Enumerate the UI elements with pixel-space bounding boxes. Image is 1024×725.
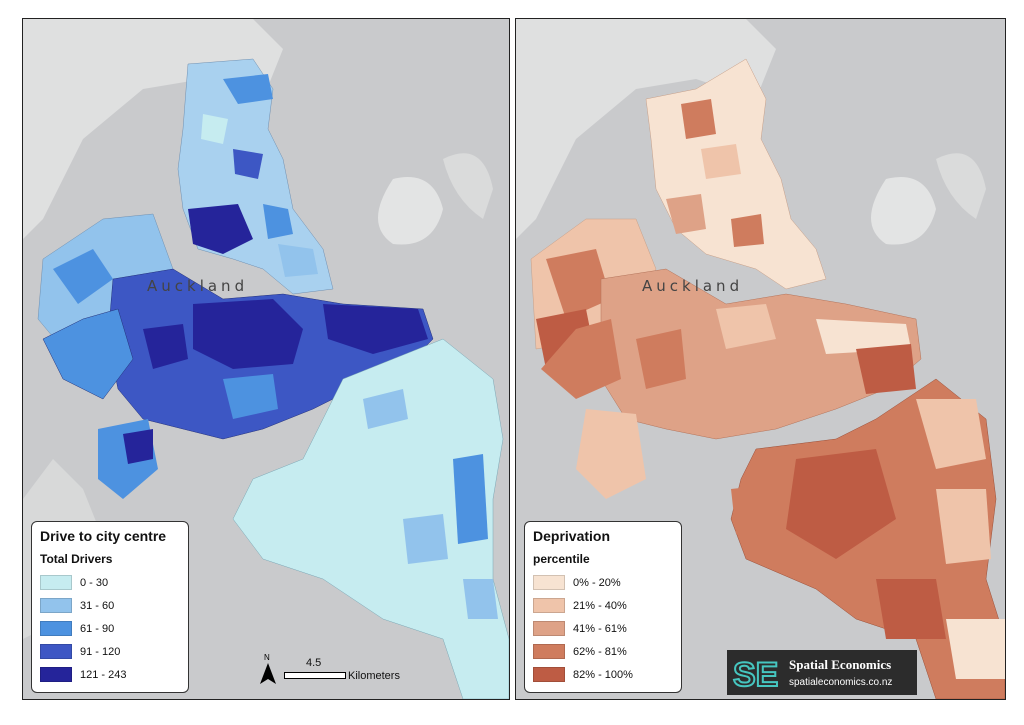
scale-bar: N 4.5 Kilometers	[258, 651, 408, 691]
legend-title: Deprivation	[533, 528, 611, 544]
legend: Deprivation percentile 0% - 20% 21% - 40…	[524, 521, 682, 693]
logo-name: Spatial Economics	[789, 657, 892, 672]
legend-swatch	[533, 575, 565, 590]
city-label: Auckland	[147, 277, 249, 295]
legend-label: 0 - 30	[80, 576, 109, 589]
legend-item: 61 - 90	[40, 617, 180, 640]
legend-item: 0% - 20%	[533, 571, 673, 594]
city-label: Auckland	[642, 277, 744, 295]
legend-item: 91 - 120	[40, 640, 180, 663]
right-map-panel: Auckland Deprivation percentile 0% - 20%…	[515, 18, 1006, 700]
legend-swatch	[40, 598, 72, 613]
legend-swatch	[533, 621, 565, 636]
legend-label: 0% - 20%	[573, 576, 621, 589]
legend-label: 21% - 40%	[573, 599, 627, 612]
legend-title: Drive to city centre	[40, 528, 167, 544]
spatial-economics-logo: SE Spatial Economics spatialeconomics.co…	[727, 650, 917, 695]
legend-label: 41% - 61%	[573, 622, 627, 635]
legend-swatch	[533, 667, 565, 682]
scale-value: 4.5	[306, 657, 322, 669]
legend-label: 82% - 100%	[573, 668, 633, 681]
legend-item: 0 - 30	[40, 571, 180, 594]
left-map-panel: Auckland Drive to city centre Total Driv…	[22, 18, 510, 700]
svg-text:SE: SE	[733, 656, 778, 693]
legend-swatch	[533, 644, 565, 659]
legend-item: 21% - 40%	[533, 594, 673, 617]
legend-subtitle: percentile	[533, 552, 590, 566]
legend-label: 121 - 243	[80, 668, 127, 681]
legend-item: 41% - 61%	[533, 617, 673, 640]
legend-label: 61 - 90	[80, 622, 115, 635]
scale-bar-graphic	[284, 672, 346, 679]
svg-text:N: N	[264, 653, 270, 662]
legend: Drive to city centre Total Drivers 0 - 3…	[31, 521, 189, 693]
logo-url: spatialeconomics.co.nz	[789, 677, 893, 688]
legend-swatch	[40, 667, 72, 682]
legend-item: 31 - 60	[40, 594, 180, 617]
legend-label: 31 - 60	[80, 599, 115, 612]
legend-label: 62% - 81%	[573, 645, 627, 658]
legend-swatch	[40, 644, 72, 659]
legend-item: 62% - 81%	[533, 640, 673, 663]
legend-label: 91 - 120	[80, 645, 121, 658]
legend-swatch	[533, 598, 565, 613]
legend-item: 82% - 100%	[533, 663, 673, 686]
legend-swatch	[40, 621, 72, 636]
legend-subtitle: Total Drivers	[40, 552, 113, 566]
scale-unit: Kilometers	[348, 670, 400, 682]
north-arrow-icon: N	[260, 653, 276, 684]
legend-item: 121 - 243	[40, 663, 180, 686]
legend-swatch	[40, 575, 72, 590]
se-logo-icon: SE	[732, 655, 779, 693]
